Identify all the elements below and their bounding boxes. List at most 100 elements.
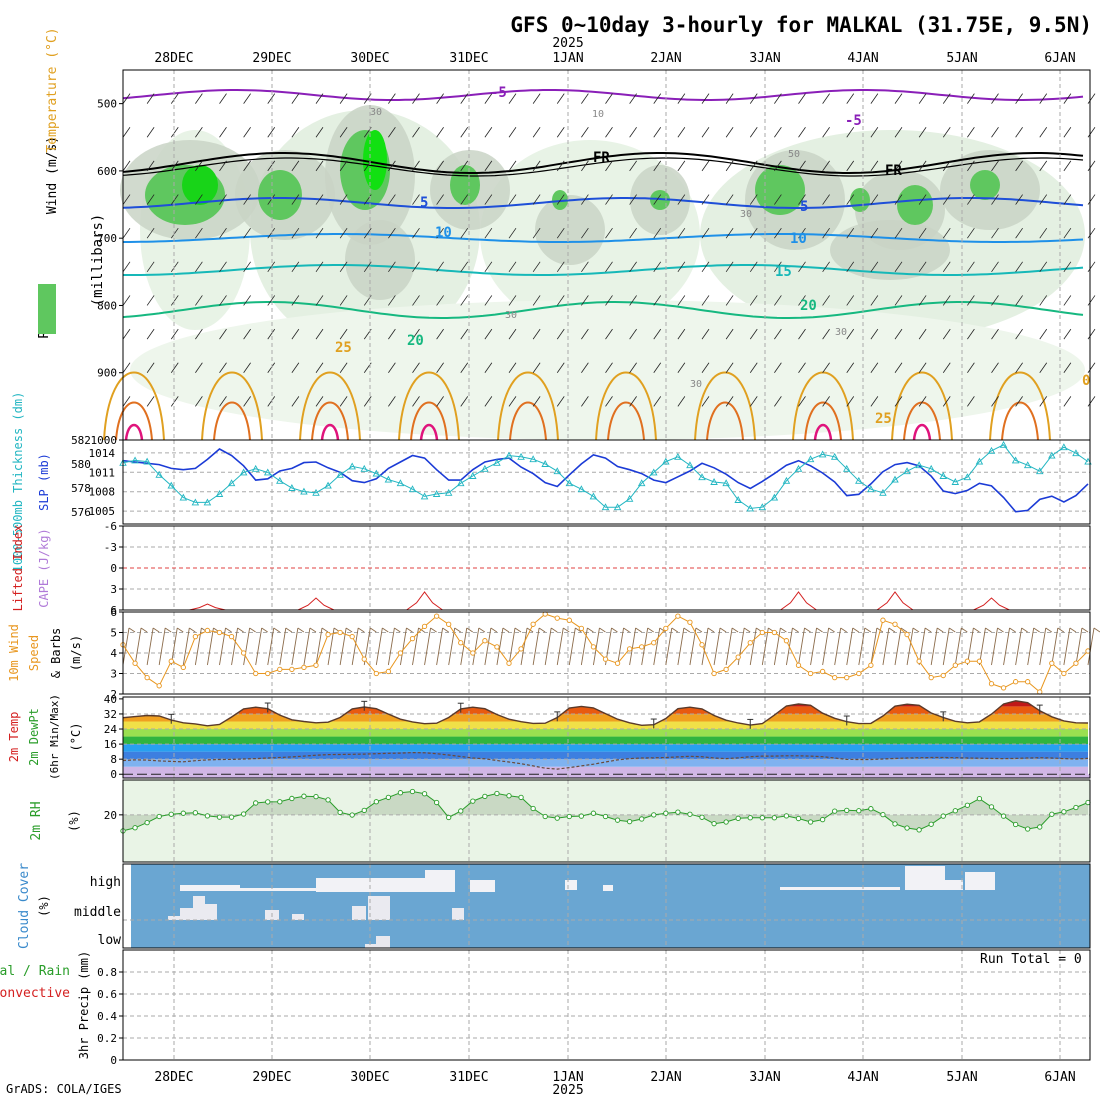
upper-wind-barb xyxy=(798,127,806,138)
upper-wind-barb xyxy=(846,93,855,104)
credit-label: GrADS: COLA/IGES xyxy=(6,1082,122,1096)
upper-wind-barb xyxy=(870,261,879,273)
upper-wind-barb xyxy=(122,227,131,239)
rh-point xyxy=(928,821,934,827)
upper-wind-barb xyxy=(605,328,613,340)
upper-wind-barb xyxy=(508,295,517,306)
wind-barb xyxy=(629,627,637,666)
upper-wind-barb xyxy=(146,396,155,407)
rh-shading-green xyxy=(970,170,1000,200)
upper-wind-barb xyxy=(315,396,324,407)
wind-barb xyxy=(375,627,383,666)
wind-barb-flag xyxy=(370,627,377,633)
wind-speed-point xyxy=(723,666,729,673)
wind-speed-point xyxy=(868,662,874,668)
wind-barb-flag xyxy=(502,627,510,633)
upper-wind-barb xyxy=(894,261,903,273)
upper-wind-barb xyxy=(846,295,855,306)
wind-barb-flag xyxy=(478,627,486,633)
upper-wind-barb xyxy=(629,93,637,104)
upper-wind-barb xyxy=(581,328,589,340)
upper-wind-barb xyxy=(677,194,686,205)
upper-wind-barb xyxy=(195,362,203,373)
rh-background xyxy=(123,780,1090,862)
thickness-ylabel: 1000-500mb Thickness (dm) xyxy=(11,392,25,573)
upper-wind-barb xyxy=(725,160,734,172)
wind-speed-point xyxy=(1073,660,1079,666)
upper-wind-barb xyxy=(195,127,203,138)
thickness-point xyxy=(686,461,694,469)
upper-wind-barb xyxy=(629,227,637,239)
temp-contour-15 xyxy=(123,264,1084,276)
upper-wind-barb xyxy=(1015,160,1023,172)
upper-wind-barb xyxy=(315,295,324,306)
wind-speed-point xyxy=(240,650,247,656)
upper-wind-barb xyxy=(484,194,493,205)
upper-wind-barb xyxy=(388,93,396,104)
lifted-index-tick-label: 0 xyxy=(110,562,117,575)
upper-wind-barb xyxy=(629,396,637,407)
thickness-point xyxy=(263,468,272,476)
upper-wind-barb xyxy=(822,362,830,373)
upper-wind-barb xyxy=(701,227,710,239)
upper-wind-barb xyxy=(798,160,806,172)
upper-wind-barb xyxy=(1039,227,1048,239)
thickness-point xyxy=(975,457,984,465)
wind-speed-point xyxy=(216,629,223,636)
wind-barb xyxy=(520,627,528,666)
upper-wind-barb xyxy=(436,396,444,407)
wind-speed-point xyxy=(554,615,560,621)
upper-wind-barb xyxy=(822,160,830,172)
wind-speed-point xyxy=(904,631,910,638)
wind-speed-point xyxy=(759,629,765,636)
rh-point xyxy=(156,813,162,820)
upper-wind-barb xyxy=(701,328,710,340)
wind-barb xyxy=(798,627,805,666)
wind-speed-point xyxy=(180,664,186,670)
thickness-point xyxy=(698,473,706,481)
day-label-top: 5JAN xyxy=(946,51,977,66)
rh-point xyxy=(566,813,572,820)
upper-wind-barb xyxy=(291,127,300,138)
wind-barb xyxy=(930,627,938,666)
wind-barb xyxy=(653,627,661,666)
cloud-level-label-high: high xyxy=(90,875,121,890)
upper-wind-barb xyxy=(339,194,348,205)
thickness-point xyxy=(167,481,176,489)
contour-label: 50 xyxy=(788,149,800,160)
upper-wind-barb xyxy=(170,227,179,239)
upper-wind-barb xyxy=(219,194,227,205)
wind-barb-flag xyxy=(936,627,944,633)
upper-wind-barb xyxy=(267,127,276,138)
wind-speed-point xyxy=(1025,679,1031,685)
upper-wind-barb xyxy=(243,362,251,373)
temp-contour-30 xyxy=(213,401,251,441)
temp-ylabel-3: (6hr Min/Max) xyxy=(48,694,61,780)
wind-barb-flag xyxy=(1057,627,1065,633)
wind-speed-point xyxy=(530,621,536,627)
wind-barb-flag xyxy=(961,627,968,633)
upper-wind-barb xyxy=(363,396,372,407)
wind-speed-point xyxy=(711,670,717,677)
wind-speed-point xyxy=(844,674,850,681)
rh-point xyxy=(988,804,995,810)
wind-barb xyxy=(701,627,709,666)
upper-wind-barb xyxy=(388,396,396,407)
rh-point xyxy=(952,808,958,814)
wind-speed-point xyxy=(518,646,524,652)
upper-wind-barb xyxy=(122,93,131,104)
wind-barb-flag xyxy=(719,627,727,633)
wind-barb-flag xyxy=(261,627,268,633)
wind-barb xyxy=(472,627,480,666)
upper-wind-barb xyxy=(581,93,589,104)
upper-wind-barb xyxy=(629,295,637,306)
upper-wind-barb xyxy=(725,295,734,306)
upper-wind-barb xyxy=(749,227,758,239)
thickness-point xyxy=(1048,451,1056,459)
rh-point xyxy=(433,799,440,806)
upper-wind-barb xyxy=(846,328,855,340)
upper-wind-barb xyxy=(484,227,493,239)
upper-wind-barb xyxy=(219,295,227,306)
wind-barb-flag xyxy=(514,627,522,633)
upper-wind-barb xyxy=(967,261,975,273)
